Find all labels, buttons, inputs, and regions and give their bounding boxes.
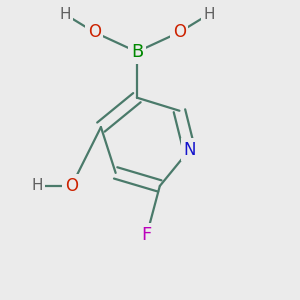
Text: H: H bbox=[203, 7, 214, 22]
Text: F: F bbox=[142, 226, 152, 244]
Text: B: B bbox=[131, 43, 143, 61]
Text: H: H bbox=[59, 7, 71, 22]
Text: O: O bbox=[88, 23, 101, 41]
Text: H: H bbox=[32, 178, 43, 194]
Text: O: O bbox=[173, 23, 186, 41]
Text: N: N bbox=[183, 141, 196, 159]
Text: O: O bbox=[65, 177, 78, 195]
